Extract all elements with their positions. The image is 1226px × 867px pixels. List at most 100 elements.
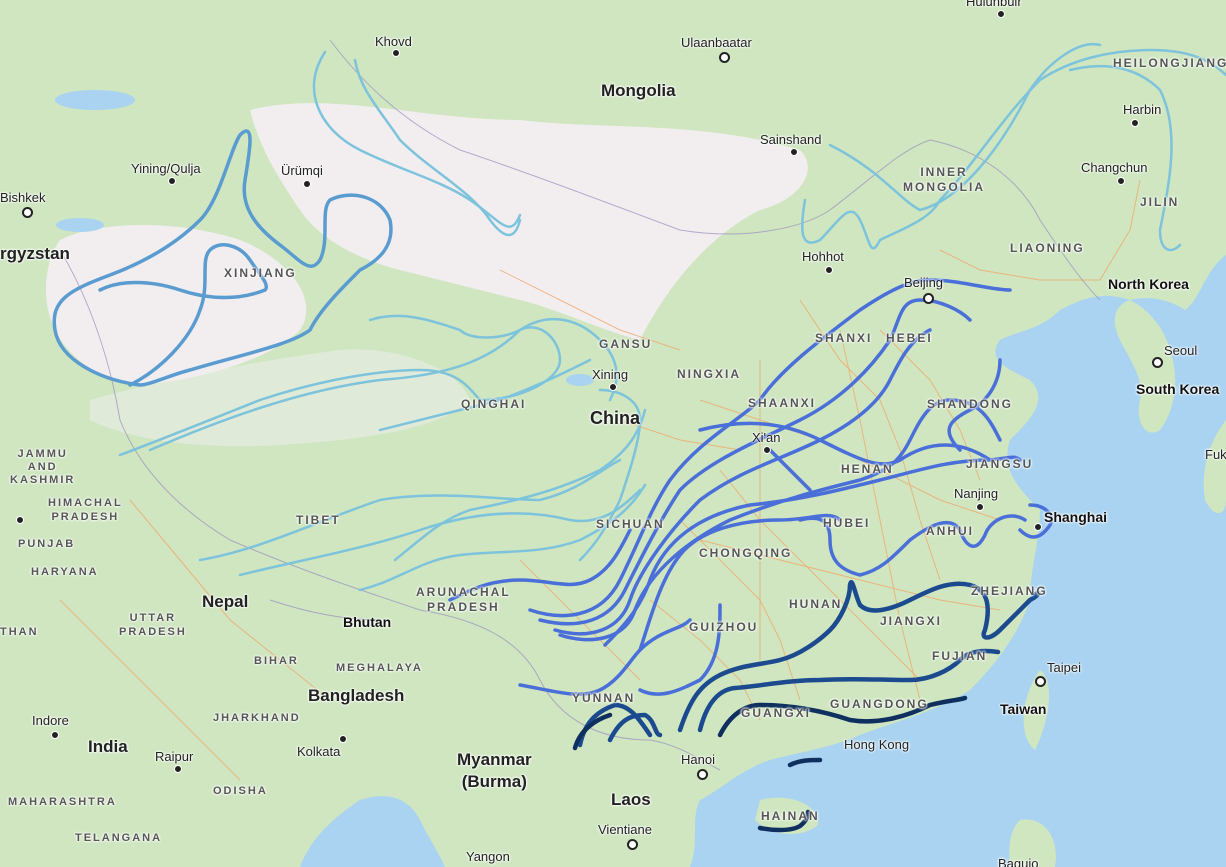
label-bangladesh: Bangladesh [308,686,405,705]
label-north-korea: North Korea [1108,276,1189,292]
city-dot-indore [51,731,59,739]
label-punjab: PUNJAB [18,538,76,550]
label-liaoning: LIAONING [1010,241,1085,255]
label-xinjiang: XINJIANG [224,266,297,280]
label-ningxia: NINGXIA [677,367,742,381]
label-chongqing: CHONGQING [699,546,793,560]
label-bihar: BIHAR [254,655,299,667]
city-dot-hulunbuir [997,10,1005,18]
label-shanxi: SHANXI [815,331,873,345]
label-laos: Laos [611,790,651,809]
label-haryana: HARYANA [31,566,99,578]
issyk-kul-lake [56,218,104,232]
label-hohhot: Hohhot [802,249,844,264]
city-dot-kolkata [339,735,347,743]
label-jilin: JILIN [1140,195,1180,209]
label-anhui: ANHUI [926,524,974,538]
label-baguio: Baguio [998,856,1039,867]
label-heilongjiang: HEILONGJIANG [1113,56,1226,70]
city-dot-xining [609,383,617,391]
label-vientiane: Vientiane [598,822,652,837]
label-mongolia: Mongolia [601,81,676,100]
label-yining: Yining/Qulja [131,161,201,176]
city-dot-hanoi [697,769,708,780]
japan-land [1203,420,1226,514]
label-gansu: GANSU [599,337,653,351]
label-jiangsu: JIANGSU [966,457,1034,471]
city-dot-urumqi [303,180,311,188]
label-maharashtra: MAHARASHTRA [8,796,117,808]
label-ulaanbaatar: Ulaanbaatar [681,35,752,50]
city-dot-ulaanbaatar [719,52,730,63]
label-beijing: Beijing [904,275,944,290]
country-borders [59,39,1101,771]
label-qinghai: QINGHAI [461,397,527,411]
label-guangdong: GUANGDONG [830,697,929,711]
balkhash-lake [55,90,135,110]
label-jammu: JAMMU AND KASHMIR [10,448,76,486]
label-raipur: Raipur [155,749,194,764]
label-xining: Xining [592,367,629,382]
label-tibet: TIBET [296,513,341,527]
label-arunachal: ARUNACHAL PRADESH [416,585,511,614]
isolines-blue [448,278,1053,697]
label-indore: Indore [32,713,69,728]
label-yunnan: YUNNAN [572,691,636,705]
korea-land [1114,300,1176,433]
label-uttar: UTTAR PRADESH [119,612,187,638]
label-jiangxi: JIANGXI [880,614,943,628]
label-hainan: HAINAN [761,809,820,823]
label-urumqi: Ürümqi [281,163,323,178]
label-odisha: ODISHA [213,785,268,797]
label-nepal: Nepal [202,592,249,611]
city-dot-vientiane [627,839,638,850]
taiwan-land [1023,670,1050,750]
label-zhejiang: ZHEJIANG [971,584,1048,598]
city-dot-raipur [174,765,182,773]
label-shaanxi: SHAANXI [748,396,817,410]
city-dot-sainshand [790,148,798,156]
label-kyrgyzstan: rgyzstan [0,244,70,263]
label-hulunbuir: Hulunbuir [966,0,1022,9]
city-dot-taipei [1035,676,1046,687]
isolines-darkest [572,695,968,833]
label-sichuan: SICHUAN [596,517,665,531]
label-taipei: Taipei [1047,660,1081,675]
city-dot-changchun [1117,177,1125,185]
label-fuk: Fuk [1205,447,1226,462]
city-dot-khovd [392,49,400,57]
label-bishkek: Bishkek [0,190,46,205]
label-guangxi: GUANGXI [741,706,812,720]
label-china: China [590,408,641,428]
city-dot-hohhot [825,266,833,274]
qinghai-lake [566,374,594,386]
label-sainshand: Sainshand [760,132,822,147]
label-hubei: HUBEI [823,516,871,530]
city-dot-seoul [1152,357,1163,368]
label-seoul: Seoul [1164,343,1198,358]
luzon-land [1009,819,1056,867]
city-dot-harbin [1131,119,1139,127]
city-dot-bishkek [22,207,33,218]
label-jharkhand: JHARKHAND [213,712,301,724]
label-south-korea: South Korea [1136,381,1220,397]
label-khovd: Khovd [375,34,412,49]
label-harbin: Harbin [1123,102,1162,117]
taklamakan-desert [45,225,307,385]
label-telangana: TELANGANA [75,832,163,844]
label-hongkong: Hong Kong [844,737,910,752]
label-shanghai: Shanghai [1044,509,1108,525]
city-dot-nanjing [976,503,984,511]
bay-of-bengal [300,796,445,867]
isolines-mid [52,129,393,387]
label-myanmar: Myanmar (Burma) [457,750,532,791]
label-taiwan: Taiwan [1000,701,1047,717]
label-india: India [88,737,128,756]
label-kolkata: Kolkata [297,744,341,759]
city-dot-fuk [16,516,24,524]
city-dot-yining [168,177,176,185]
label-yangon: Yangon [466,849,510,864]
label-shandong: SHANDONG [927,397,1014,411]
city-dot-beijing [923,293,934,304]
